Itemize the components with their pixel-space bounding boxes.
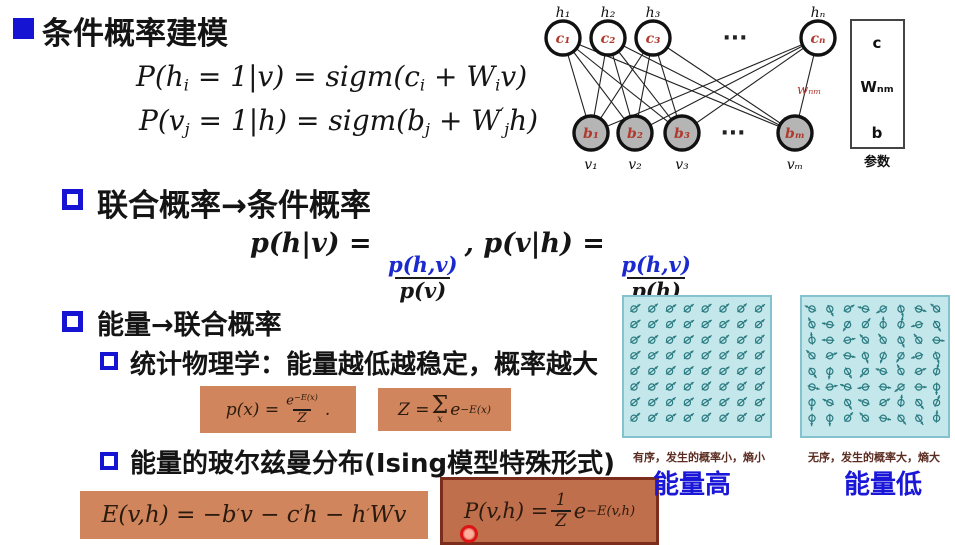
spin-panel-disordered (800, 295, 950, 438)
hidden-node (634, 19, 672, 57)
section-joint-to-cond: 联合概率→条件概率 (97, 188, 371, 224)
svg-text:c₂: c₂ (601, 31, 616, 47)
svg-text:v₂: v₂ (628, 157, 642, 173)
svg-text:v₁: v₁ (584, 157, 598, 173)
parameter-caption: 参数 (864, 154, 891, 170)
svg-text:c: c (873, 34, 882, 52)
svg-text:bₘ: bₘ (785, 126, 805, 142)
spin-panel-ordered (622, 295, 772, 438)
svg-text:c₃: c₃ (646, 31, 661, 47)
svg-text:v₃: v₃ (675, 157, 689, 173)
bullet-icon (62, 311, 83, 332)
visible-node (776, 114, 814, 152)
formula-joint-cond: p(h|v) = p(h,v) p(v), p(v|h) = p(h,v) p(h) (250, 228, 691, 304)
title-bullet-icon (13, 18, 34, 39)
caption-disordered: 无序，发生的概率大，熵大 (808, 451, 940, 464)
svg-text:h₁: h₁ (556, 5, 571, 21)
bullet-icon (100, 452, 118, 470)
label-energy-low: 能量低 (844, 470, 923, 500)
svg-text:h₂: h₂ (601, 5, 616, 21)
weight-label: wₙₘ (797, 83, 821, 98)
section-boltzmann: 能量的玻尔兹曼分布(Ising模型特殊形式) (130, 449, 615, 479)
bullet-icon (100, 352, 118, 370)
svg-text:hₙ: hₙ (811, 5, 826, 21)
visible-node (572, 114, 610, 152)
bullet-icon (62, 189, 83, 210)
ordered-spins (629, 303, 766, 422)
svg-text:b₃: b₃ (674, 126, 690, 142)
svg-text:b₁: b₁ (583, 126, 599, 142)
page-title: 条件概率建模 (42, 16, 228, 52)
formula-cond-hidden: P(hi = 1|v) = sigm(ci + Wiv) (136, 60, 528, 95)
caption-ordered: 有序，发生的概率小，熵小 (633, 451, 765, 464)
label-energy-high: 能量高 (653, 470, 732, 500)
svg-text:cₙ: cₙ (811, 31, 826, 47)
formula-energy-box: E(v,h) = −b ′ v − c ′ h − h ′ Wv (80, 491, 428, 539)
parameter-box (850, 19, 905, 149)
svg-text:···: ··· (722, 26, 747, 51)
disordered-spins (804, 303, 945, 427)
svg-text:Wₙₘ: Wₙₘ (860, 78, 893, 96)
svg-text:h₃: h₃ (646, 5, 661, 21)
formula-px-box: p(x) = e−E(x) Z. (200, 386, 356, 433)
hidden-node (544, 19, 582, 57)
svg-text:vₘ: vₘ (787, 157, 804, 173)
svg-text:···: ··· (720, 121, 745, 146)
svg-text:c₁: c₁ (556, 31, 571, 47)
hidden-node (799, 19, 837, 57)
hidden-node (589, 19, 627, 57)
visible-node (616, 114, 654, 152)
formula-cond-visible: P(vj = 1|h) = sigm(bj + W′jh) (139, 104, 539, 139)
section-stat-physics: 统计物理学：能量越低越稳定，概率越大 (130, 350, 599, 380)
svg-text:b₂: b₂ (627, 126, 643, 142)
svg-text:b: b (872, 124, 883, 142)
visible-node (663, 114, 701, 152)
rbm-diagram: h₁ c₁ h₂ c₂ h₃ c₃ hₙ cₙ v₁ b₁ v₂ b₂ v₃ b₃ vₘ bₘ ··· ··· wₙ… (544, 5, 905, 173)
laser-pointer-dot (460, 525, 478, 543)
section-energy-to-joint: 能量→联合概率 (97, 310, 282, 341)
